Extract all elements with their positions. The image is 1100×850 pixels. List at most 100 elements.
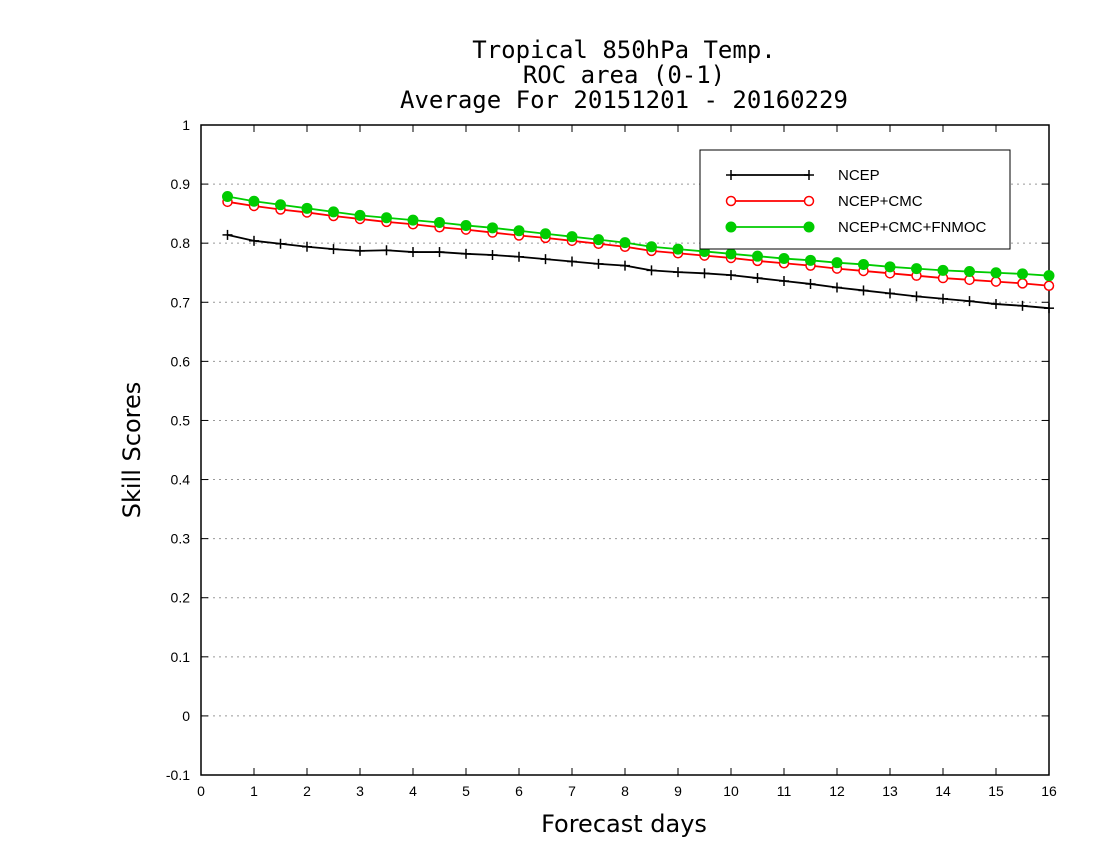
- x-tick-label: 0: [197, 783, 205, 799]
- data-point-ncep-cmc-fnmoc: [831, 257, 843, 269]
- data-point-ncep: [275, 238, 286, 249]
- x-tick-label: 9: [674, 783, 682, 799]
- legend-label: NCEP+CMC+FNMOC: [838, 219, 987, 236]
- legend-item-ncep-cmc: NCEP+CMC: [725, 193, 923, 210]
- data-point-ncep-cmc-fnmoc: [354, 209, 366, 221]
- data-point-ncep: [779, 276, 789, 286]
- data-point-ncep: [328, 244, 339, 255]
- legend-item-ncep-cmc-fnmoc: NCEP+CMC+FNMOC: [725, 219, 987, 236]
- data-point-ncep-cmc-fnmoc: [805, 254, 816, 266]
- data-point-ncep-cmc-fnmoc: [275, 199, 286, 211]
- data-point-ncep: [355, 245, 365, 256]
- data-point-ncep-cmc-fnmoc: [593, 234, 604, 246]
- y-tick-label: 0.8: [171, 235, 191, 251]
- y-tick-label: 0: [182, 708, 190, 724]
- data-point-ncep: [991, 299, 1001, 310]
- data-point-ncep-cmc-fnmoc: [460, 219, 472, 231]
- data-point-ncep-cmc-fnmoc: [858, 258, 869, 270]
- y-tick-label: 0.6: [171, 353, 191, 369]
- legend: NCEP NCEP+CMC NCEP+CMC+FNMOC: [699, 149, 1011, 250]
- x-tick-label: 14: [935, 783, 951, 799]
- x-tick-label: 2: [303, 783, 311, 799]
- y-tick-label: 1: [182, 117, 190, 133]
- x-tick-label: 6: [515, 783, 523, 799]
- y-tick-label: 0.9: [171, 176, 191, 192]
- x-tick-label: 12: [829, 783, 845, 799]
- y-tick-label: 0.3: [171, 531, 191, 547]
- legend-label: NCEP+CMC: [838, 193, 923, 210]
- y-tick-label: 0.4: [171, 472, 191, 488]
- data-point-ncep: [646, 265, 657, 276]
- data-point-ncep: [222, 229, 233, 240]
- x-tick-label: 1: [250, 783, 258, 799]
- x-tick-label: 8: [621, 783, 629, 799]
- data-point-ncep: [964, 296, 975, 307]
- legend-marker: [725, 195, 737, 207]
- legend-label: NCEP: [838, 167, 880, 184]
- data-point-ncep-cmc: [1043, 280, 1055, 291]
- chart-title-line-3: Average For 20151201 - 20160229: [400, 86, 848, 114]
- data-point-ncep: [1044, 303, 1054, 314]
- data-point-ncep: [249, 235, 259, 246]
- data-point-ncep-cmc-fnmoc: [328, 206, 339, 218]
- data-point-ncep-cmc-fnmoc: [1043, 270, 1055, 282]
- data-point-ncep: [699, 268, 710, 279]
- data-point-ncep-cmc-fnmoc: [619, 237, 631, 249]
- data-point-ncep-cmc-fnmoc: [407, 214, 419, 226]
- x-axis-label: Forecast days: [541, 810, 707, 838]
- data-point-ncep: [434, 247, 445, 258]
- data-point-ncep: [567, 256, 577, 267]
- legend-marker: [726, 170, 736, 180]
- data-point-ncep-cmc-fnmoc: [434, 217, 445, 228]
- x-axis-ticks: 0 1 2 3 4 5 6 7 8 9 10 11 12 13 14 15 16: [197, 125, 1057, 799]
- y-tick-label: -0.1: [166, 767, 190, 783]
- y-axis-ticks: -0.1 0 0.1 0.2 0.3 0.4 0.5 0.6 0.7 0.8 0.9 1: [166, 117, 1049, 783]
- data-point-ncep: [805, 278, 816, 289]
- data-point-ncep-cmc-fnmoc: [487, 222, 498, 234]
- data-point-ncep-cmc-fnmoc: [540, 228, 551, 240]
- data-point-ncep-cmc: [990, 276, 1002, 287]
- chart-title-line-1: Tropical 850hPa Temp.: [472, 36, 775, 64]
- data-point-ncep: [938, 293, 948, 304]
- data-point-ncep: [620, 260, 630, 271]
- x-tick-label: 7: [568, 783, 576, 799]
- data-point-ncep-cmc-fnmoc: [646, 241, 657, 253]
- data-point-ncep-cmc-fnmoc: [778, 253, 790, 265]
- y-tick-label: 0.2: [171, 590, 191, 606]
- x-tick-label: 13: [882, 783, 898, 799]
- legend-item-ncep: NCEP: [726, 167, 880, 184]
- data-point-ncep-cmc-fnmoc: [884, 261, 896, 273]
- data-point-ncep-cmc-fnmoc: [1017, 268, 1028, 280]
- data-point-ncep: [487, 250, 498, 260]
- x-tick-label: 15: [988, 783, 1004, 799]
- data-point-ncep: [832, 282, 842, 293]
- data-point-ncep: [514, 251, 524, 262]
- data-point-ncep-cmc-fnmoc: [513, 225, 525, 237]
- y-tick-label: 0.5: [171, 412, 191, 428]
- data-point-ncep-cmc-fnmoc: [990, 267, 1002, 279]
- x-tick-label: 11: [777, 783, 792, 799]
- data-point-ncep-cmc-fnmoc: [752, 250, 763, 262]
- data-point-ncep: [673, 267, 683, 278]
- legend-marker: [804, 170, 814, 180]
- data-point-ncep: [1017, 300, 1028, 311]
- series-layer: [222, 191, 1055, 314]
- data-point-ncep: [408, 247, 418, 258]
- data-point-ncep: [726, 270, 736, 281]
- data-point-ncep-cmc-fnmoc: [248, 195, 260, 207]
- chart-title-line-2: ROC area (0-1): [523, 61, 725, 89]
- data-point-ncep: [540, 254, 551, 265]
- series-ncep-cmc-fnmoc: [222, 191, 1055, 282]
- x-tick-label: 5: [462, 783, 470, 799]
- y-axis-label: Skill Scores: [118, 382, 146, 519]
- y-tick-label: 0.7: [171, 294, 191, 310]
- data-point-ncep-cmc-fnmoc: [964, 266, 975, 278]
- data-point-ncep: [911, 291, 922, 302]
- legend-marker: [725, 221, 737, 233]
- x-tick-label: 16: [1041, 783, 1057, 799]
- data-point-ncep-cmc: [1017, 278, 1028, 289]
- legend-marker: [803, 221, 815, 233]
- y-tick-label: 0.1: [171, 649, 191, 665]
- data-point-ncep-cmc-fnmoc: [566, 231, 578, 243]
